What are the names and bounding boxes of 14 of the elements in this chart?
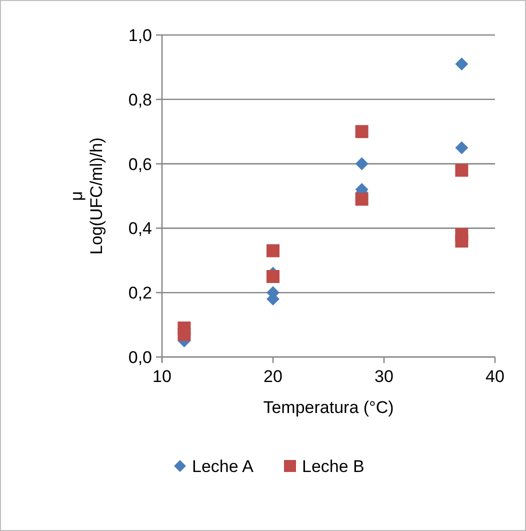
- y-tick-label: 0,6: [128, 154, 152, 174]
- x-axis-title: Temperatura (°C): [263, 398, 394, 417]
- y-axis-title: μ Log(UFC/ml)/h): [66, 137, 106, 255]
- y-tick-label: 0,2: [128, 284, 152, 303]
- legend-label: Leche B: [302, 456, 364, 476]
- y-tick-label: 0,0: [128, 348, 152, 367]
- y-tick-label: 0,8: [128, 90, 152, 110]
- y-tick-label: 0,4: [128, 219, 152, 238]
- x-tick-label: 30: [374, 367, 394, 386]
- legend-label: Leche A: [192, 456, 254, 476]
- x-tick-label: 10: [152, 367, 172, 386]
- x-tick-label: 20: [264, 367, 282, 386]
- y-tick-label: 1,0: [128, 26, 152, 45]
- x-tick-label: 40: [486, 367, 504, 386]
